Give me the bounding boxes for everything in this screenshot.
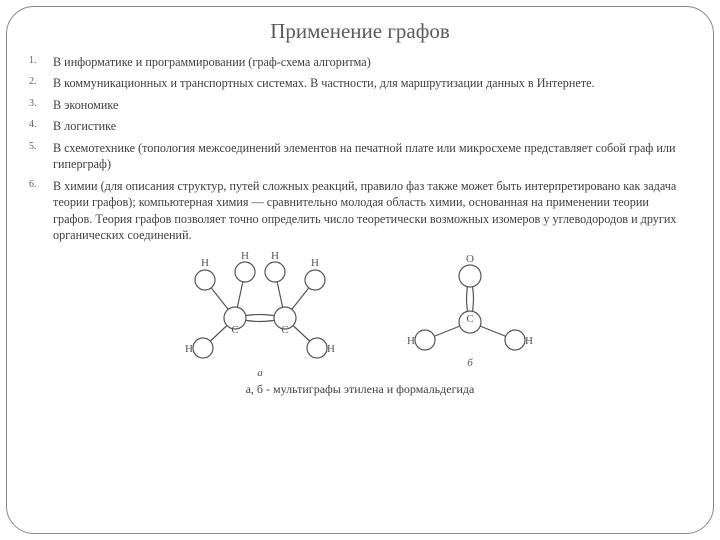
- list-item: В химии (для описания структур, путей сл…: [29, 178, 691, 244]
- list-item: В информатике и программировании (граф-с…: [29, 54, 691, 70]
- list-item: В логистике: [29, 118, 691, 134]
- svg-text:H: H: [525, 335, 533, 347]
- svg-text:H: H: [241, 250, 249, 262]
- svg-text:C: C: [466, 313, 473, 325]
- svg-text:б: б: [467, 357, 473, 369]
- svg-text:H: H: [407, 335, 415, 347]
- svg-text:H: H: [311, 257, 319, 269]
- svg-text:H: H: [201, 257, 209, 269]
- slide-frame: Применение графов В информатике и програ…: [6, 6, 714, 534]
- applications-list: В информатике и программировании (граф-с…: [29, 54, 691, 244]
- svg-text:O: O: [466, 253, 474, 265]
- list-item: В коммуникационных и транспортных систем…: [29, 75, 691, 91]
- svg-text:C: C: [231, 324, 238, 336]
- list-item: В экономике: [29, 97, 691, 113]
- diagram-caption: а, б - мультиграфы этилена и формальдеги…: [29, 382, 691, 397]
- svg-text:H: H: [271, 250, 279, 262]
- ethylene-multigraph: C C H H H H H Hа: [175, 250, 345, 380]
- diagram-row: C C H H H H H Hа C O H Hб: [29, 250, 691, 380]
- svg-text:C: C: [281, 324, 288, 336]
- svg-text:H: H: [327, 343, 335, 355]
- formaldehyde-multigraph: C O H Hб: [395, 250, 545, 370]
- list-item: В схемотехнике (топология межсоединений …: [29, 140, 691, 173]
- page-title: Применение графов: [29, 19, 691, 44]
- svg-text:а: а: [257, 367, 263, 379]
- svg-text:H: H: [185, 343, 193, 355]
